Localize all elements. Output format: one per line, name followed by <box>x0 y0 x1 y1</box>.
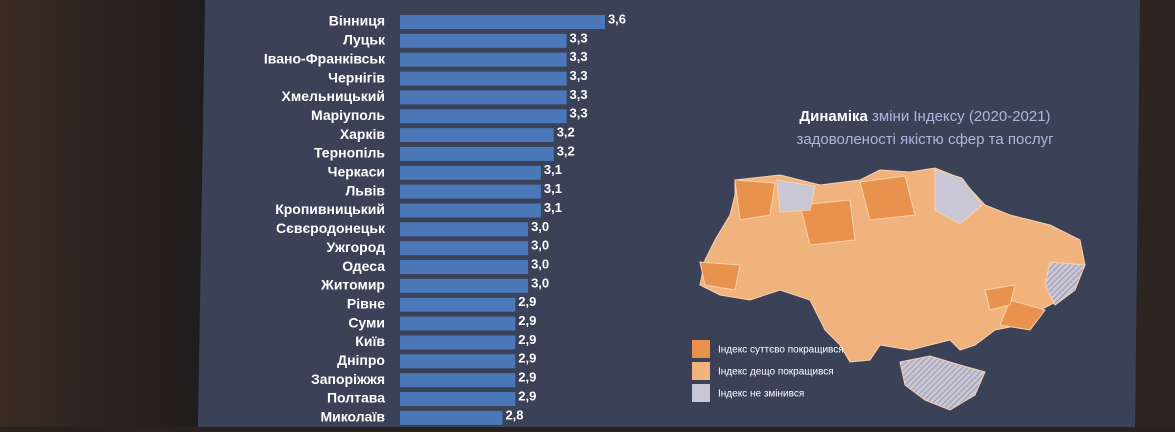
bar <box>400 15 605 29</box>
category-label: Київ <box>355 333 385 349</box>
bar <box>400 203 541 218</box>
region-strong <box>999 299 1046 331</box>
bar <box>400 297 516 312</box>
category-label: Рівне <box>347 295 385 311</box>
value-label: 3,3 <box>570 87 588 102</box>
value-label: 3,0 <box>531 238 549 253</box>
bar <box>400 354 516 369</box>
category-label: Львів <box>345 182 385 198</box>
bar <box>400 392 516 406</box>
bar <box>400 184 541 199</box>
region-strong <box>984 284 1016 311</box>
value-label: 3,0 <box>531 275 549 290</box>
bar <box>400 260 529 275</box>
value-label: 2,9 <box>518 370 536 385</box>
category-label: Запоріжжя <box>311 371 385 387</box>
legend-label: Індекс суттєво покращився <box>718 345 844 356</box>
region-strong <box>734 179 776 221</box>
category-label: Чернігів <box>328 69 385 85</box>
value-label: 3,3 <box>570 49 588 64</box>
value-label: 3,0 <box>531 219 549 234</box>
category-label: Полтава <box>327 390 385 406</box>
category-label: Тернопіль <box>314 145 385 161</box>
value-label: 2,8 <box>505 407 523 422</box>
bar <box>400 222 529 237</box>
region-unchanged <box>934 169 983 225</box>
legend-swatch <box>692 340 710 358</box>
value-label: 2,9 <box>518 388 536 403</box>
legend-swatch <box>692 384 710 402</box>
value-label: 3,0 <box>531 256 549 271</box>
value-label: 3,1 <box>544 181 562 196</box>
bar <box>400 241 529 256</box>
value-label: 3,3 <box>570 68 588 83</box>
region-strong <box>699 261 741 291</box>
category-label: Кропивницький <box>275 201 385 217</box>
category-label: Одеса <box>342 258 385 274</box>
category-label: Ужгород <box>327 239 386 255</box>
bar <box>400 52 567 67</box>
category-label: Івано-Франківськ <box>264 50 386 66</box>
category-label: Суми <box>348 314 385 330</box>
region-strong <box>799 199 856 246</box>
bar <box>400 71 567 86</box>
value-label: 3,6 <box>608 11 626 26</box>
region-unchanged <box>1044 261 1086 306</box>
map-title: Динаміка зміни Індексу (2020-2021) <box>799 108 1050 125</box>
value-label: 2,9 <box>518 332 536 347</box>
category-label: Хмельницький <box>282 88 385 104</box>
map-title-rest: зміни Індексу (2020-2021) <box>872 108 1051 125</box>
bar <box>400 316 516 331</box>
category-label: Дніпро <box>337 352 385 368</box>
category-label: Харків <box>340 126 386 142</box>
bar <box>400 373 516 388</box>
bar <box>400 90 567 105</box>
value-label: 3,2 <box>557 143 575 158</box>
bar <box>400 128 554 143</box>
bar <box>400 278 529 293</box>
value-label: 3,2 <box>557 125 575 140</box>
value-label: 3,3 <box>570 106 588 121</box>
map <box>699 167 1086 411</box>
value-label: 3,1 <box>544 162 562 177</box>
bar <box>400 165 541 180</box>
category-label: Миколаїв <box>320 409 385 425</box>
bar <box>400 33 567 48</box>
map-subtitle: задоволеності якістю сфер та послуг <box>796 131 1054 148</box>
value-label: 2,9 <box>518 294 536 309</box>
legend-label: Індекс дещо покращився <box>718 367 834 378</box>
region-unchanged <box>899 355 986 411</box>
value-label: 3,1 <box>544 200 562 215</box>
background-left <box>0 0 210 427</box>
region-unchanged <box>776 179 816 213</box>
value-label: 2,9 <box>518 313 536 328</box>
bar-chart: Вінниця 3,6 Луцьк 3,3 Івано-Франківськ 3,3 Чер… <box>264 11 626 425</box>
category-label: Маріуполь <box>311 107 385 123</box>
category-label: Сєвєродонецьк <box>276 220 386 236</box>
value-label: 3,3 <box>570 30 588 45</box>
map-outline <box>699 167 1086 363</box>
bar <box>400 410 503 425</box>
category-label: Луцьк <box>343 32 386 48</box>
bar <box>400 109 567 124</box>
bar <box>400 335 516 350</box>
bar <box>400 146 554 161</box>
legend-swatch <box>692 362 710 380</box>
region-strong <box>859 175 916 221</box>
value-label: 2,9 <box>518 351 536 366</box>
map-title-bold: Динаміка <box>799 108 868 125</box>
background-right <box>1135 0 1175 427</box>
legend-label: Індекс не змінився <box>718 389 804 400</box>
category-label: Черкаси <box>328 164 385 180</box>
category-label: Житомир <box>320 277 385 293</box>
category-label: Вінниця <box>329 13 385 29</box>
